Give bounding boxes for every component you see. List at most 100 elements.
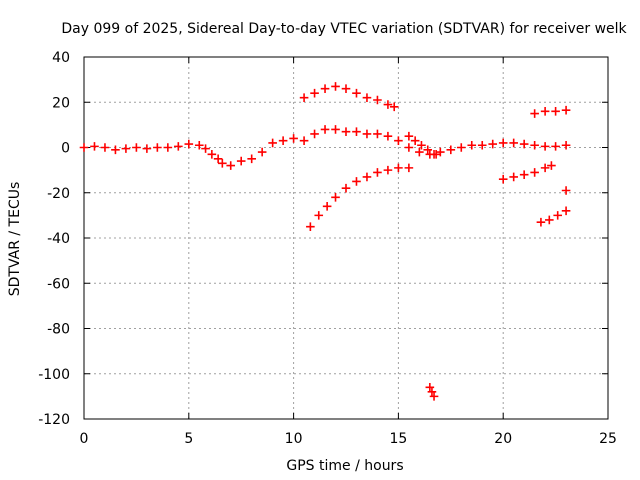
x-tick-label: 25 xyxy=(599,431,617,447)
y-tick-label: 0 xyxy=(61,141,70,157)
data-point xyxy=(404,131,414,141)
data-point xyxy=(446,145,456,155)
y-axis-ticks: -120 -100 -80 -60 -40 -20 0 20 40 xyxy=(38,50,608,428)
data-point xyxy=(383,131,393,141)
data-point xyxy=(320,84,330,93)
data-point xyxy=(201,144,210,153)
data-point xyxy=(163,143,173,152)
y-tick-label: 40 xyxy=(52,50,70,66)
data-point xyxy=(429,149,439,159)
data-point xyxy=(331,125,340,134)
series-high-segment xyxy=(530,105,571,118)
x-tick-label: 0 xyxy=(80,431,89,447)
data-point xyxy=(561,206,571,216)
data-point xyxy=(320,125,330,134)
data-point xyxy=(90,142,99,151)
series-upper-arc xyxy=(299,82,399,112)
data-point xyxy=(383,100,393,109)
data-point xyxy=(415,147,424,157)
data-point xyxy=(111,145,120,155)
x-axis-label: GPS time / hours xyxy=(286,458,403,474)
data-point xyxy=(352,127,361,136)
data-point xyxy=(429,392,439,401)
data-point xyxy=(417,140,426,150)
data-point xyxy=(561,186,571,195)
data-point xyxy=(540,142,550,151)
y-tick-label: -80 xyxy=(47,322,70,338)
series-main-track-2 xyxy=(226,125,441,170)
data-point xyxy=(331,82,340,91)
x-axis-ticks: 0 5 10 15 20 25 xyxy=(80,57,617,447)
data-point xyxy=(477,140,487,150)
data-point xyxy=(322,202,332,211)
data-point xyxy=(341,183,351,193)
data-point xyxy=(423,145,433,155)
series-isolated-point xyxy=(561,186,571,195)
data-point xyxy=(467,140,477,150)
data-point xyxy=(540,107,550,116)
data-point xyxy=(547,161,556,170)
y-tick-label: 20 xyxy=(52,95,70,111)
data-point xyxy=(498,174,508,184)
x-tick-label: 15 xyxy=(389,431,407,447)
y-tick-label: -40 xyxy=(47,231,70,247)
data-point xyxy=(142,144,152,153)
data-points xyxy=(79,82,571,401)
data-point xyxy=(341,84,351,93)
data-point xyxy=(174,142,183,151)
data-point xyxy=(121,144,131,153)
data-point xyxy=(362,93,372,103)
data-point xyxy=(226,161,236,170)
data-point xyxy=(519,170,529,179)
data-point xyxy=(561,140,571,150)
data-point xyxy=(194,140,204,150)
data-point xyxy=(373,168,382,177)
series-late-track xyxy=(436,138,571,157)
y-tick-label: -20 xyxy=(47,186,70,202)
data-point xyxy=(394,136,403,146)
series-descending-segment xyxy=(498,161,556,184)
data-point xyxy=(310,88,319,98)
data-point xyxy=(456,143,466,152)
data-point xyxy=(551,142,560,151)
chart-title: Day 099 of 2025, Sidereal Day-to-day VTE… xyxy=(61,21,627,37)
series-main-track xyxy=(79,139,227,168)
data-point xyxy=(373,129,382,139)
data-point xyxy=(153,143,162,152)
data-point xyxy=(519,139,529,149)
data-point xyxy=(184,139,194,149)
data-point xyxy=(553,211,562,220)
data-point xyxy=(425,383,435,392)
data-point xyxy=(373,95,382,105)
data-point xyxy=(236,156,246,166)
data-point xyxy=(100,143,110,152)
data-point xyxy=(540,163,550,173)
data-point xyxy=(79,143,89,152)
data-point xyxy=(536,217,546,227)
y-tick-label: -60 xyxy=(47,276,70,292)
data-point xyxy=(306,222,315,231)
data-point xyxy=(561,105,571,115)
data-point xyxy=(498,138,508,148)
series-rising-track xyxy=(306,163,414,231)
data-point xyxy=(394,163,403,173)
data-point xyxy=(551,107,560,116)
data-point xyxy=(530,109,539,118)
data-point xyxy=(310,129,319,139)
data-point xyxy=(362,172,372,182)
data-point xyxy=(383,165,393,175)
series-outlier-cluster xyxy=(425,383,439,401)
data-point xyxy=(530,168,539,177)
data-point xyxy=(207,149,217,159)
y-tick-label: -100 xyxy=(38,367,70,383)
data-point xyxy=(331,192,340,202)
data-point xyxy=(352,88,361,98)
data-point xyxy=(299,136,309,146)
data-point xyxy=(299,93,309,103)
data-point xyxy=(404,163,414,173)
data-point xyxy=(436,147,445,157)
data-point xyxy=(352,177,361,186)
data-point xyxy=(509,172,518,182)
data-point xyxy=(278,136,288,146)
